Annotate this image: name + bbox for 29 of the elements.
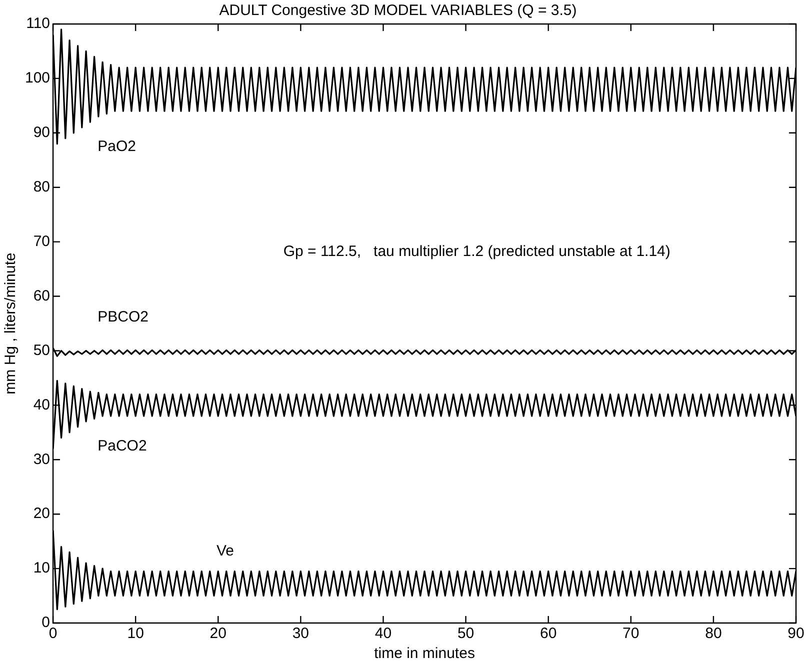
y-axis-title: mm Hg , liters/minute (2, 252, 20, 394)
y-tick-label: 110 (26, 15, 50, 32)
annotation: Gp = 112.5, tau multiplier 1.2 (predicted unstable at 1.14) (283, 242, 670, 260)
y-tick-label: 90 (33, 124, 50, 142)
x-tick-label: 90 (788, 625, 804, 642)
y-tick-label: 40 (33, 396, 50, 414)
x-axis-title: time in minutes (374, 645, 475, 662)
x-tick-label: 40 (374, 625, 392, 642)
y-tick-label: 70 (33, 232, 50, 250)
series-label: PaO2 (98, 138, 136, 155)
y-tick-label: 100 (24, 70, 50, 87)
series-label: Ve (216, 542, 234, 560)
y-tick-label: 60 (33, 287, 50, 304)
y-tick-label: 30 (33, 450, 50, 468)
x-tick-label: 30 (292, 625, 310, 642)
y-tick-label: 20 (33, 505, 50, 522)
x-tick-label: 70 (622, 625, 640, 642)
y-tick-label: 80 (33, 178, 50, 196)
y-tick-label: 50 (33, 342, 50, 359)
x-tick-label: 50 (457, 625, 474, 642)
x-tick-label: 20 (210, 625, 226, 642)
y-tick-label: 0 (42, 614, 50, 632)
x-tick-label: 60 (540, 625, 557, 642)
x-tick-label: 80 (705, 625, 722, 642)
series-label: PBCO2 (98, 308, 148, 326)
series-label: PaCO2 (98, 437, 147, 454)
x-tick-label: 10 (127, 625, 144, 642)
chart-title: ADULT Congestive 3D MODEL VARIABLES (Q = 3.5) (219, 2, 577, 20)
y-tick-label: 10 (33, 560, 50, 577)
